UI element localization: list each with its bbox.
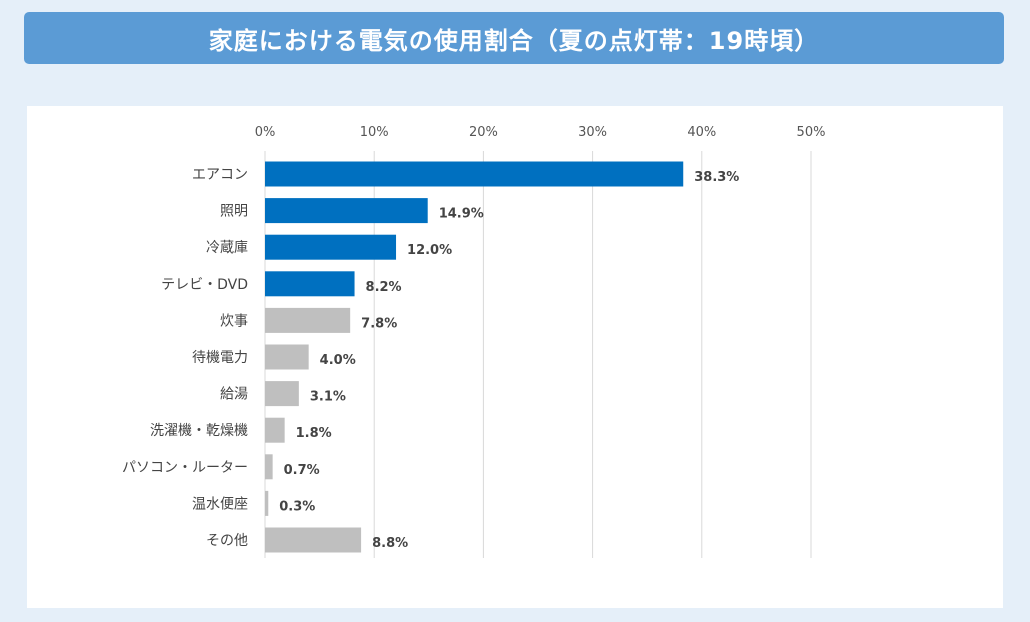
bar-chart: 0% 10% 20% 30% 40% 50% エアコン 38.3% 照明 14.9% 冷蔵庫 12.0… — [122, 125, 826, 558]
value-label: 0.3% — [279, 499, 315, 514]
bar — [265, 490, 269, 516]
chart-panel: 0% 10% 20% 30% 40% 50% エアコン 38.3% 照明 14.9% 冷蔵庫 12.0… — [27, 106, 1003, 608]
bar — [265, 271, 355, 297]
x-tick-label: 0% — [255, 125, 276, 140]
category-label: 冷蔵庫 — [206, 239, 248, 256]
value-label: 4.0% — [320, 353, 356, 368]
category-label: 照明 — [220, 204, 248, 220]
bar — [265, 344, 309, 370]
bar — [265, 307, 351, 333]
bar — [265, 161, 684, 187]
chart-title: 家庭における電気の使用割合（夏の点灯帯：19時頃） — [24, 12, 1004, 64]
category-label: 温水便座 — [192, 496, 248, 512]
value-label: 7.8% — [361, 316, 397, 331]
bar — [265, 417, 285, 443]
category-label: その他 — [206, 533, 248, 549]
category-label: 洗濯機・乾燥機 — [150, 423, 248, 439]
value-label: 14.9% — [439, 207, 484, 222]
value-label: 1.8% — [296, 426, 332, 441]
bar — [265, 234, 397, 260]
x-tick-label: 30% — [578, 125, 607, 140]
x-tick-label: 40% — [687, 125, 716, 140]
value-label: 8.2% — [366, 280, 402, 295]
bar — [265, 198, 428, 224]
category-label: テレビ・DVD — [161, 277, 248, 293]
value-label: 0.7% — [284, 463, 320, 478]
bar — [265, 381, 299, 407]
value-label: 8.8% — [372, 536, 408, 551]
category-label: エアコン — [192, 167, 248, 183]
category-label: パソコン・ルーター — [122, 460, 248, 476]
value-label: 12.0% — [407, 243, 452, 258]
x-tick-label: 10% — [360, 125, 389, 140]
category-label: 炊事 — [220, 313, 248, 329]
x-tick-label: 20% — [469, 125, 498, 140]
value-label: 38.3% — [694, 170, 739, 185]
bar — [265, 454, 273, 480]
category-label: 待機電力 — [192, 350, 248, 366]
value-label: 3.1% — [310, 390, 346, 405]
bar — [265, 527, 362, 553]
x-tick-label: 50% — [797, 125, 826, 140]
category-label: 給湯 — [220, 386, 248, 403]
